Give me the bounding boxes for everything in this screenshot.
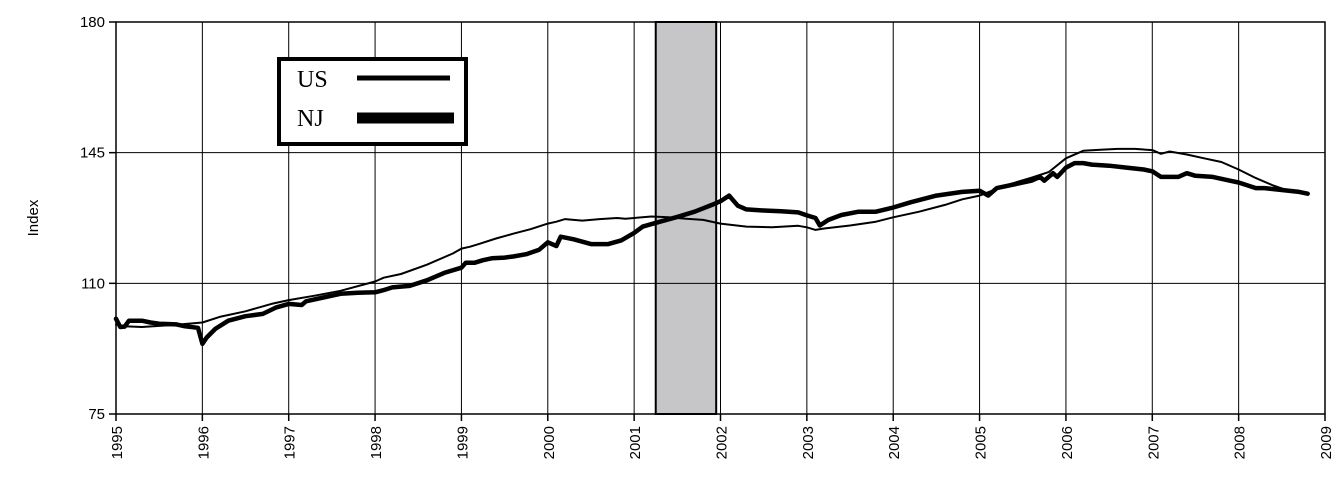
x-tick-label: 2004 (886, 426, 903, 459)
axis-layer: 75 110 145 180 1995 1996 1997 1998 1999 2000 2001 2… (80, 14, 1335, 459)
x-tick-label: 2007 (1145, 426, 1162, 459)
x-tick-label: 2000 (541, 426, 558, 459)
x-tick-label: 2009 (1318, 426, 1335, 459)
y-tick-label: 110 (81, 275, 105, 292)
x-tick-label: 2001 (627, 426, 644, 459)
x-tick-label: 2005 (973, 426, 990, 459)
y-tick-label: 75 (88, 406, 105, 423)
x-tick-label: 2003 (800, 426, 817, 459)
y-tick-label: 145 (80, 145, 105, 162)
series-layer (113, 147, 1310, 347)
y-tick-label: 180 (80, 14, 105, 31)
y-axis-title: Index (25, 199, 42, 236)
x-tick-label: 1995 (109, 426, 126, 459)
series-line-us (115, 147, 1309, 328)
legend: US NJ (277, 57, 468, 146)
x-tick-label: 1999 (454, 426, 471, 459)
legend-label-us: US (297, 67, 328, 93)
x-tick-label: 2002 (714, 426, 731, 459)
x-tick-label: 1996 (195, 426, 212, 459)
x-tick-label: 1997 (282, 426, 299, 459)
legend-label-nj: NJ (297, 106, 324, 132)
series-line-nj (113, 160, 1310, 347)
x-tick-label: 2008 (1232, 426, 1249, 459)
x-tick-label: 2006 (1059, 426, 1076, 459)
legend-box (277, 57, 468, 146)
x-tick-label: 1998 (368, 426, 385, 459)
